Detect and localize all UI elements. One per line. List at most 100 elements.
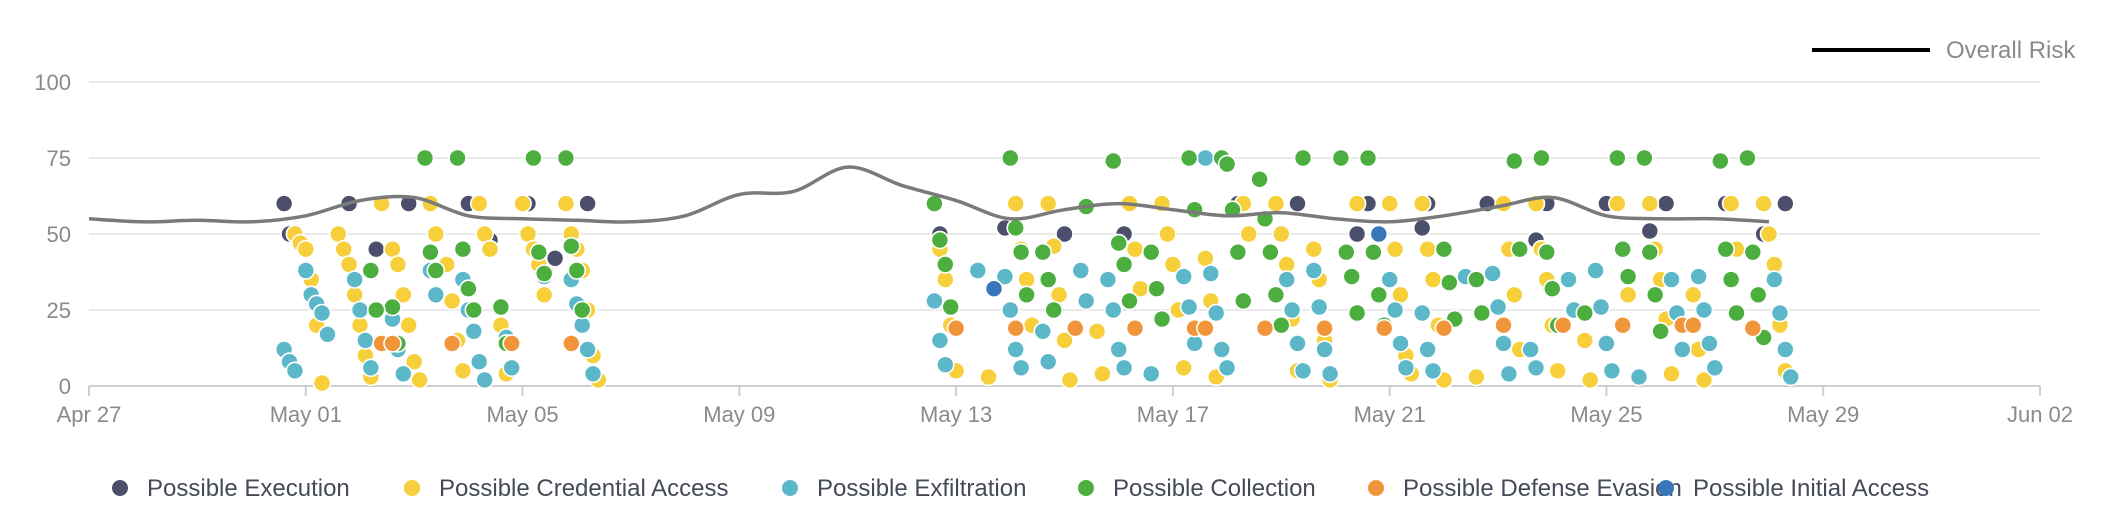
point-possible-exfiltration bbox=[935, 355, 955, 375]
point-possible-collection bbox=[529, 242, 549, 262]
point-possible-credential-access bbox=[1505, 285, 1524, 305]
point-possible-credential-access bbox=[1575, 331, 1595, 350]
y-tick-label: 25 bbox=[47, 298, 71, 323]
point-possible-exfiltration bbox=[1586, 261, 1605, 280]
point-possible-credential-access bbox=[556, 194, 576, 213]
x-tick-label: May 13 bbox=[920, 402, 992, 427]
point-possible-exfiltration bbox=[1179, 297, 1199, 317]
point-possible-collection bbox=[1000, 148, 1020, 168]
x-tick-label: Jun 02 bbox=[2007, 402, 2073, 427]
x-tick-label: May 29 bbox=[1787, 402, 1859, 427]
point-possible-collection bbox=[1234, 291, 1253, 311]
point-possible-collection bbox=[1104, 151, 1123, 171]
point-possible-execution bbox=[1347, 224, 1367, 244]
point-possible-exfiltration bbox=[1006, 340, 1026, 359]
point-possible-credential-access bbox=[442, 291, 462, 311]
x-tick-label: May 01 bbox=[270, 402, 342, 427]
point-possible-credential-access bbox=[1060, 370, 1080, 390]
point-possible-execution bbox=[1412, 218, 1432, 238]
point-possible-execution bbox=[366, 239, 386, 259]
point-possible-credential-access bbox=[1618, 285, 1638, 305]
legend-swatch bbox=[404, 480, 420, 496]
point-possible-exfiltration bbox=[1201, 264, 1221, 283]
point-possible-collection bbox=[1651, 321, 1670, 341]
point-possible-collection bbox=[935, 255, 955, 274]
point-possible-credential-access bbox=[1640, 194, 1660, 213]
point-possible-collection bbox=[1510, 239, 1529, 259]
point-possible-collection bbox=[361, 261, 381, 280]
point-possible-collection bbox=[1261, 242, 1280, 262]
legend-item-possible-exfiltration[interactable]: Possible Exfiltration bbox=[782, 475, 1026, 502]
point-possible-defense-evasion bbox=[1255, 318, 1275, 338]
point-possible-collection bbox=[1711, 151, 1730, 171]
point-possible-exfiltration bbox=[1000, 300, 1020, 320]
point-possible-credential-access bbox=[393, 285, 413, 305]
point-possible-credential-access bbox=[1754, 194, 1773, 213]
point-possible-collection bbox=[1266, 285, 1286, 305]
point-possible-exfiltration bbox=[1689, 267, 1708, 286]
point-possible-exfiltration bbox=[361, 358, 381, 378]
point-possible-defense-evasion bbox=[1553, 315, 1573, 335]
point-possible-collection bbox=[1331, 148, 1351, 168]
legend-label: Possible Credential Access bbox=[439, 475, 728, 502]
point-possible-exfiltration bbox=[1765, 270, 1784, 289]
point-possible-credential-access bbox=[312, 373, 332, 393]
point-possible-exfiltration bbox=[1304, 261, 1324, 280]
point-possible-credential-access bbox=[296, 239, 316, 259]
point-possible-exfiltration bbox=[1776, 340, 1795, 359]
legend-item-possible-credential-access[interactable]: Possible Credential Access bbox=[404, 475, 728, 502]
point-possible-collection bbox=[1472, 303, 1492, 323]
y-tick-label: 100 bbox=[34, 70, 71, 95]
point-possible-exfiltration bbox=[285, 361, 305, 381]
legend-swatch bbox=[1368, 480, 1384, 496]
point-possible-exfiltration bbox=[1597, 334, 1616, 353]
point-possible-collection bbox=[1179, 148, 1199, 168]
point-possible-exfiltration bbox=[1011, 358, 1031, 378]
point-possible-exfiltration bbox=[1098, 270, 1118, 289]
point-possible-collection bbox=[930, 230, 950, 250]
point-possible-credential-access bbox=[1608, 194, 1627, 213]
x-tick-label: May 05 bbox=[486, 402, 558, 427]
point-possible-collection bbox=[1364, 242, 1383, 262]
point-possible-defense-evasion bbox=[561, 334, 581, 353]
point-possible-defense-evasion bbox=[1066, 318, 1085, 338]
point-possible-exfiltration bbox=[1038, 352, 1058, 372]
legend-item-possible-collection[interactable]: Possible Collection bbox=[1078, 475, 1316, 502]
point-possible-exfiltration bbox=[464, 321, 484, 341]
point-possible-exfiltration bbox=[1071, 261, 1091, 280]
point-possible-collection bbox=[415, 148, 435, 168]
point-possible-execution bbox=[274, 194, 294, 213]
point-possible-exfiltration bbox=[1385, 300, 1405, 320]
point-possible-exfiltration bbox=[1141, 364, 1161, 384]
point-possible-credential-access bbox=[979, 367, 998, 387]
point-possible-credential-access bbox=[1304, 239, 1324, 259]
point-possible-defense-evasion bbox=[502, 334, 522, 353]
point-possible-collection bbox=[383, 297, 402, 317]
point-possible-exfiltration bbox=[1526, 358, 1546, 378]
point-possible-collection bbox=[556, 148, 576, 168]
point-possible-collection bbox=[1532, 148, 1551, 168]
overall-risk-legend[interactable]: Overall Risk bbox=[1812, 37, 2076, 64]
point-possible-collection bbox=[1347, 303, 1367, 323]
point-possible-collection bbox=[459, 279, 478, 299]
legend-item-possible-defense-evasion[interactable]: Possible Defense Evasion bbox=[1368, 475, 1682, 502]
point-possible-collection bbox=[1640, 242, 1660, 262]
point-possible-credential-access bbox=[1239, 224, 1259, 244]
point-possible-exfiltration bbox=[1770, 303, 1790, 323]
point-possible-exfiltration bbox=[1705, 358, 1725, 378]
point-possible-collection bbox=[1337, 242, 1356, 262]
point-possible-collection bbox=[1141, 242, 1161, 262]
point-possible-credential-access bbox=[410, 370, 429, 390]
point-possible-exfiltration bbox=[1629, 367, 1649, 387]
point-possible-credential-access bbox=[1174, 358, 1193, 378]
scatter-points bbox=[274, 148, 1800, 393]
point-possible-execution bbox=[545, 248, 565, 268]
point-possible-exfiltration bbox=[1282, 300, 1302, 320]
point-possible-initial-access bbox=[1369, 224, 1389, 244]
point-possible-collection bbox=[1721, 270, 1741, 289]
point-possible-collection bbox=[561, 236, 581, 256]
legend-item-possible-execution[interactable]: Possible Execution bbox=[112, 475, 350, 502]
point-possible-collection bbox=[1293, 148, 1313, 168]
legend-item-possible-initial-access[interactable]: Possible Initial Access bbox=[1658, 475, 1929, 502]
point-possible-collection bbox=[1748, 285, 1768, 305]
